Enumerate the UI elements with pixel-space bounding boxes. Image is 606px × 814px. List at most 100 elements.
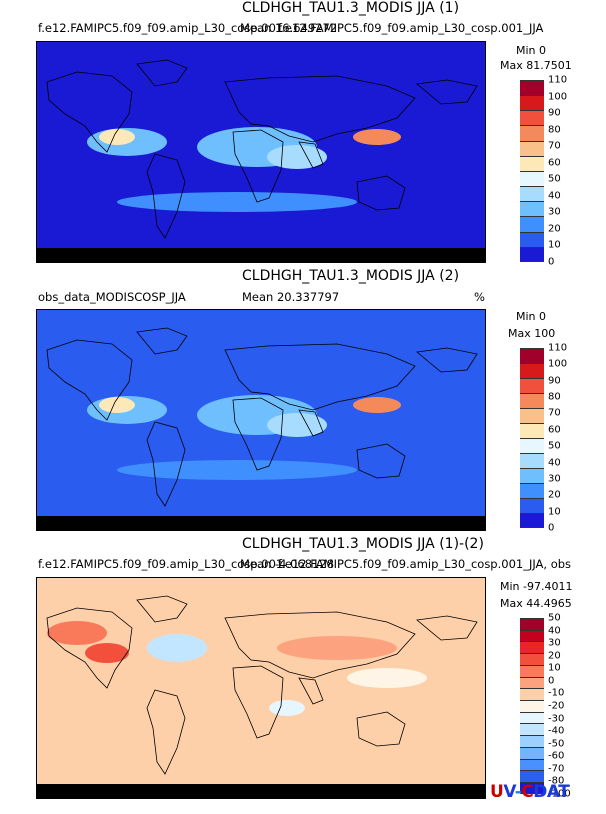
- coastline: [232, 397, 284, 471]
- colorbar-tick-label: 20: [548, 223, 561, 235]
- colorbar-tick-label: 40: [548, 625, 561, 637]
- colorbar-tick-label: 20: [548, 650, 561, 662]
- colorbar-tick-label: 30: [548, 206, 561, 218]
- field-region: [99, 397, 135, 413]
- coastline: [146, 153, 186, 239]
- field-region: [117, 460, 357, 480]
- colorbar-tick-label: 10: [548, 662, 561, 674]
- colorbar-cell: [520, 453, 544, 468]
- coastline: [224, 75, 416, 143]
- field-region: [267, 413, 327, 437]
- colorbar-tick-label: 50: [548, 612, 561, 624]
- coastline: [298, 409, 324, 437]
- colorbar-tick-label: 90: [548, 375, 561, 387]
- colorbar-cell: [520, 688, 544, 701]
- colorbar-tick-label: 0: [548, 256, 555, 268]
- colorbar-cell: [520, 363, 544, 378]
- colorbar-tick-label: 110: [548, 342, 568, 354]
- antarctica-mask: [37, 248, 485, 262]
- colorbar-cell: [520, 95, 544, 111]
- colorbar-tick-label: 80: [548, 124, 561, 136]
- colorbar-cell: [520, 618, 544, 630]
- mean-label: Mean -4.068128: [240, 557, 335, 571]
- colorbar-tick-label: 40: [548, 457, 561, 469]
- coastline: [136, 59, 188, 87]
- colorbar-cell: [520, 653, 544, 665]
- coastline: [232, 129, 284, 203]
- colorbar-tick-label: -100: [548, 788, 571, 800]
- colorbar-cell: [520, 746, 544, 759]
- colorbar-tick-label: -40: [548, 725, 565, 737]
- colorbar-tick-label: 10: [548, 506, 561, 518]
- coastline: [416, 615, 478, 641]
- coastline: [136, 595, 188, 623]
- colorbar-cell: [520, 140, 544, 156]
- colorbar-tick-label: -20: [548, 700, 565, 712]
- colorbar-cell: [520, 231, 544, 247]
- colorbar-cell: [520, 246, 544, 262]
- coastline: [146, 421, 186, 507]
- colorbar-cell: [520, 216, 544, 232]
- chart-title: CLDHGH_TAU1.3_MODIS JJA (2): [242, 268, 460, 284]
- map-field: [36, 41, 486, 263]
- colorbar-tick-label: 10: [548, 239, 561, 251]
- field-region: [353, 397, 401, 413]
- colorbar-cell: [520, 393, 544, 408]
- colorbar-cell: [520, 468, 544, 483]
- colorbar-cell: [520, 438, 544, 453]
- coastline: [298, 677, 324, 705]
- field-region: [99, 129, 135, 145]
- colorbar-cell: [520, 758, 544, 771]
- field-region: [117, 192, 357, 212]
- colorbar-tick-label: -60: [548, 750, 565, 762]
- coastline: [356, 175, 406, 211]
- min-label: Min 0: [516, 44, 547, 57]
- uvcdat-logo: UV-CDAT: [490, 782, 570, 802]
- colorbar-cell: [520, 770, 544, 783]
- colorbar-tick-label: -80: [548, 775, 565, 787]
- colorbar-cell: [520, 513, 544, 528]
- colorbar-tick-label: 110: [548, 74, 568, 86]
- colorbar-tick-label: -50: [548, 738, 565, 750]
- colorbar-cell: [520, 155, 544, 171]
- colorbar-cell: [520, 629, 544, 642]
- coastline: [232, 665, 284, 739]
- colorbar-tick-label: 20: [548, 489, 561, 501]
- field-region: [267, 145, 327, 169]
- coastline: [356, 443, 406, 479]
- colorbar-tick-label: 100: [548, 358, 568, 370]
- right-label: f.e12.FAMIPC5.f09_f09.amip_L30_cosp.001_…: [278, 21, 544, 35]
- colorbar-cell: [520, 483, 544, 498]
- coastline: [298, 141, 324, 169]
- field-region: [85, 643, 129, 663]
- colorbar-tick-label: 60: [548, 424, 561, 436]
- colorbar-cell: [520, 423, 544, 438]
- colorbar-cell: [520, 723, 544, 736]
- field-region: [147, 634, 207, 662]
- colorbar-cell: [520, 408, 544, 423]
- colorbar-cell: [520, 782, 544, 794]
- mean-label: Mean 20.337797: [242, 290, 340, 304]
- colorbar-tick-label: -30: [548, 713, 565, 725]
- map-field: [36, 577, 486, 799]
- colorbar-tick-label: -70: [548, 763, 565, 775]
- colorbar: [520, 80, 544, 262]
- colorbar-tick-label: 70: [548, 407, 561, 419]
- left-label: f.e12.FAMIPC5.f09_f09.amip_L30_cosp.001: [38, 557, 284, 571]
- coastline: [224, 343, 416, 411]
- coastline: [46, 607, 133, 689]
- colorbar-tick-label: 30: [548, 637, 561, 649]
- colorbar-tick-label: 90: [548, 107, 561, 119]
- coastline: [136, 327, 188, 355]
- field-region: [353, 129, 401, 145]
- coastline: [146, 689, 186, 775]
- field-region: [277, 636, 397, 660]
- coastline: [46, 71, 133, 153]
- colorbar-tick-label: 70: [548, 140, 561, 152]
- colorbar-tick-label: 60: [548, 157, 561, 169]
- chart-title: CLDHGH_TAU1.3_MODIS JJA (1): [242, 0, 460, 16]
- colorbar-cell: [520, 676, 544, 689]
- colorbar-cell: [520, 498, 544, 513]
- max-label: Max 44.4965: [500, 597, 572, 610]
- colorbar-tick-label: 80: [548, 391, 561, 403]
